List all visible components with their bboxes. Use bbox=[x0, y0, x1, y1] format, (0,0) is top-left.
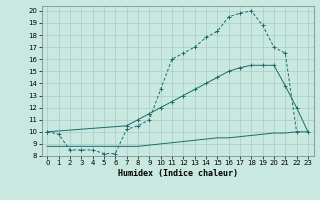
X-axis label: Humidex (Indice chaleur): Humidex (Indice chaleur) bbox=[118, 169, 237, 178]
